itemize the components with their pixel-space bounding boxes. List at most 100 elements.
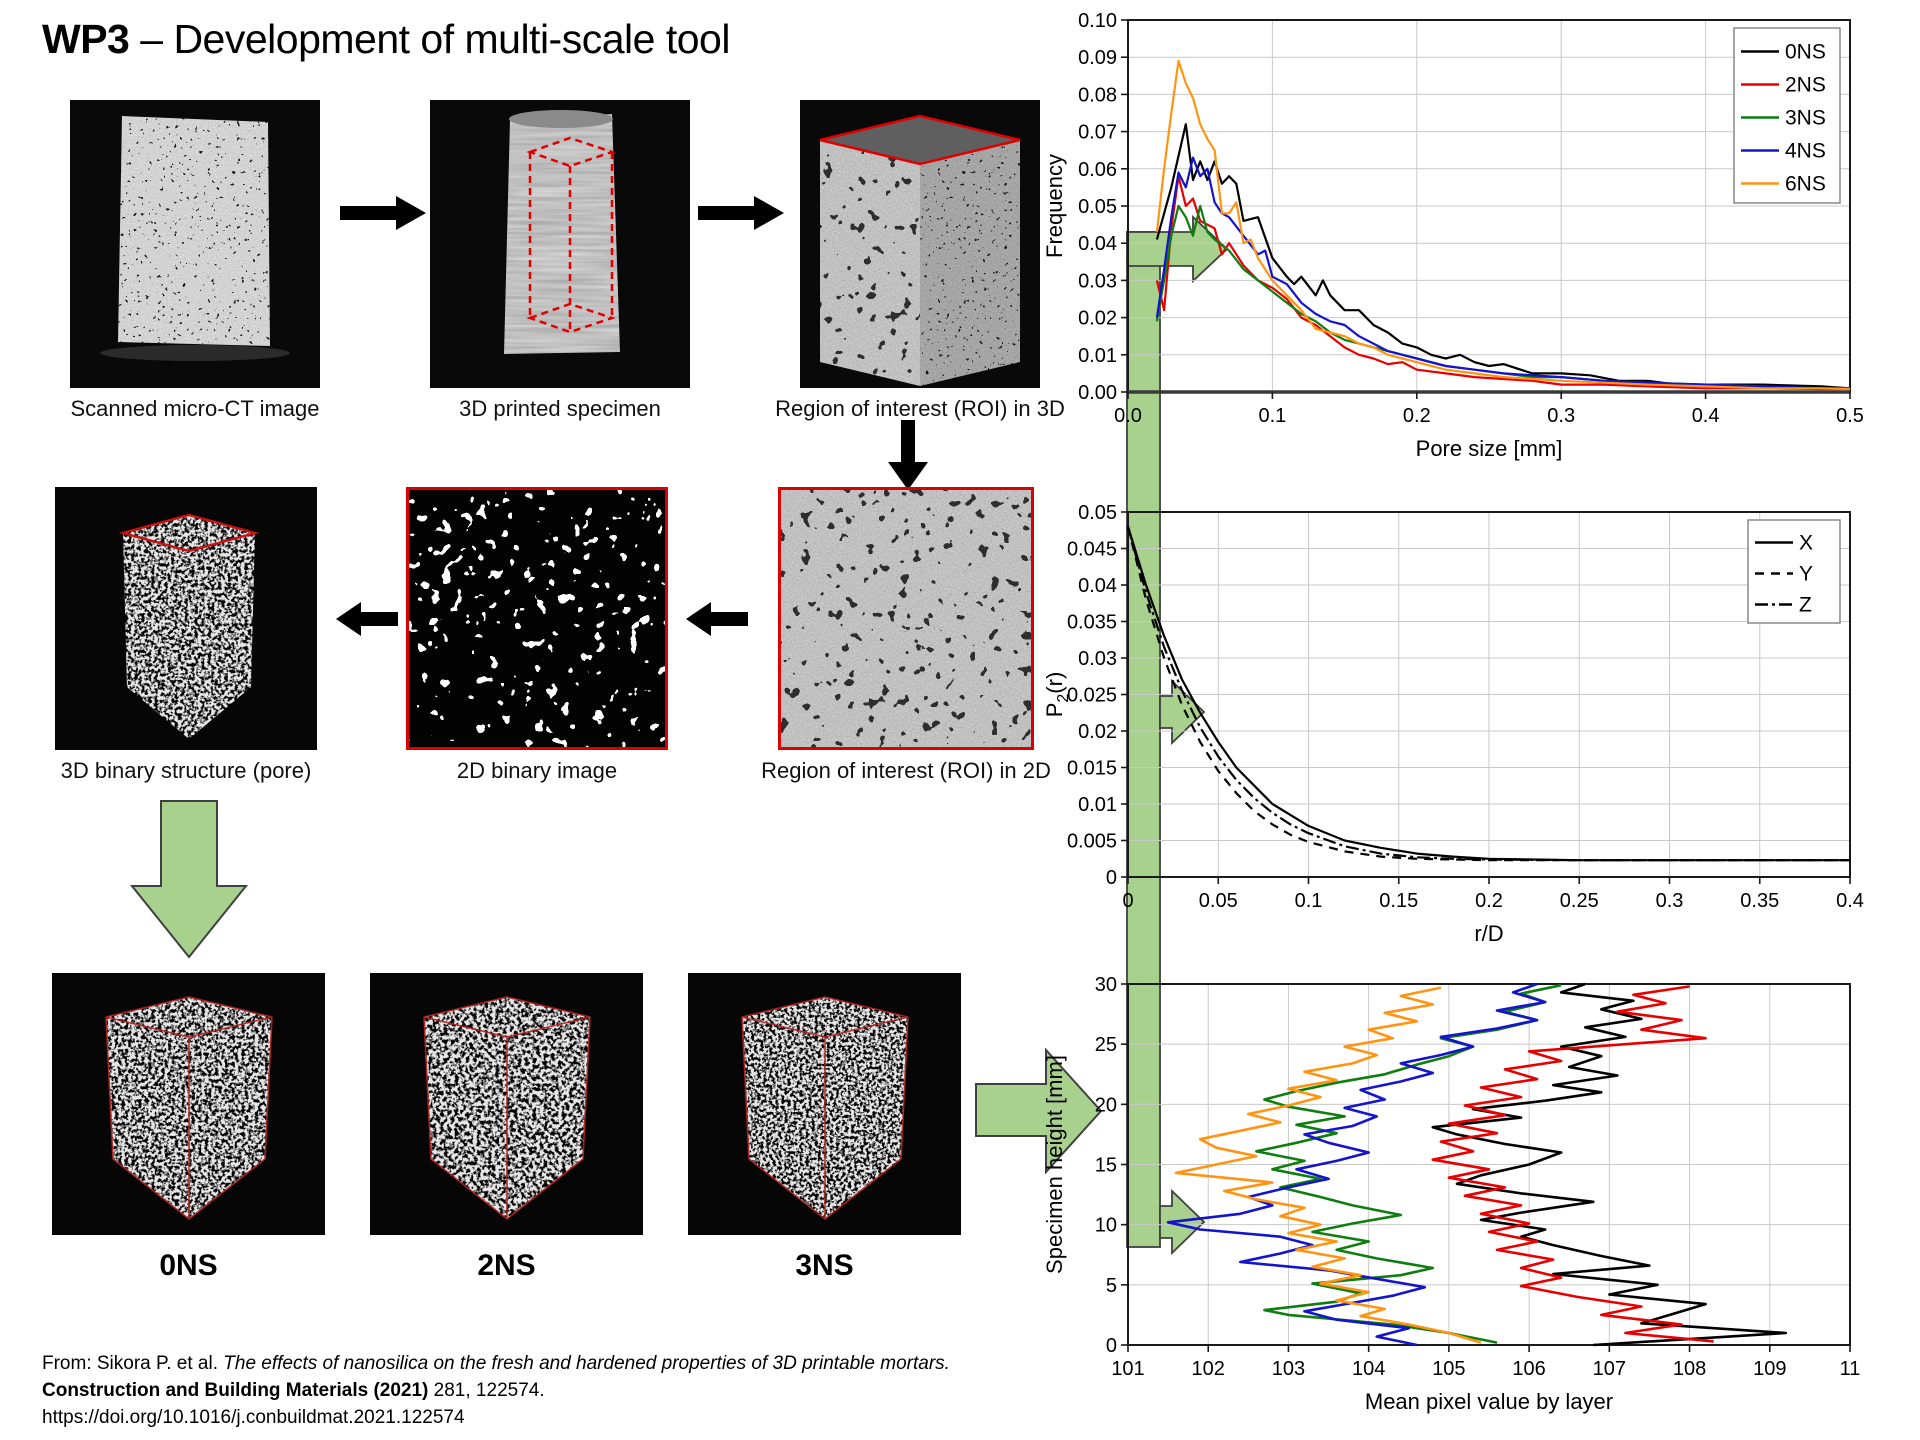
svg-text:0: 0 (1122, 890, 1133, 912)
svg-text:106: 106 (1512, 1358, 1545, 1380)
green-down-arrow (130, 800, 248, 959)
svg-text:0.015: 0.015 (1067, 758, 1117, 780)
svg-text:109: 109 (1753, 1358, 1786, 1380)
caption-roi-3d: Region of interest (ROI) in 3D (775, 396, 1065, 421)
svg-text:0NS: 0NS (1785, 41, 1826, 64)
svg-text:0.4: 0.4 (1836, 890, 1864, 912)
citation-article-title: The effects of nanosilica on the fresh a… (223, 1353, 950, 1374)
svg-text:0.01: 0.01 (1078, 794, 1117, 816)
svg-text:0.5: 0.5 (1836, 405, 1864, 427)
roi-top-outline (819, 114, 1021, 166)
svg-text:6NS: 6NS (1785, 173, 1826, 196)
flow-right-arrow-1 (340, 196, 426, 230)
specimen-wireframe (423, 996, 591, 1221)
svg-text:0.07: 0.07 (1078, 122, 1117, 144)
green-right-arrow (975, 1048, 1103, 1174)
svg-text:3NS: 3NS (1785, 107, 1826, 130)
title-prefix: WP3 (42, 16, 130, 62)
two-point-correlation-chart: 0 0.05 0.1 0.15 0.2 0.25 0.3 0.35 0.4 0 0.005 0.01 0… (1042, 502, 1864, 946)
svg-text:Specimen height [mm]: Specimen height [mm] (1042, 1055, 1067, 1274)
svg-text:0.08: 0.08 (1078, 84, 1117, 106)
binary-3d-figure (55, 487, 317, 750)
printed-specimen-image (430, 100, 690, 388)
svg-text:103: 103 (1272, 1358, 1305, 1380)
svg-text:0: 0 (1106, 1335, 1117, 1357)
svg-text:0.25: 0.25 (1560, 890, 1599, 912)
svg-text:0.0: 0.0 (1114, 405, 1142, 427)
svg-text:0.02: 0.02 (1078, 308, 1117, 330)
svg-text:0.01: 0.01 (1078, 345, 1117, 367)
svg-text:11: 11 (1840, 1358, 1861, 1380)
citation-from: From: Sikora P. et al. (42, 1353, 218, 1374)
specimen-wireframe (105, 996, 273, 1221)
flow-right-arrow-2 (698, 196, 784, 230)
svg-text:0.00: 0.00 (1078, 382, 1117, 404)
page-title: WP3 – Development of multi-scale tool (42, 16, 730, 63)
svg-text:108: 108 (1673, 1358, 1706, 1380)
citation-line-2: Construction and Building Materials (202… (42, 1377, 950, 1404)
svg-text:15: 15 (1095, 1155, 1117, 1177)
svg-text:2NS: 2NS (1785, 74, 1826, 97)
svg-text:0.05: 0.05 (1078, 502, 1117, 524)
svg-text:0.02: 0.02 (1078, 721, 1117, 743)
printed-specimen-figure (430, 100, 690, 388)
svg-text:0.09: 0.09 (1078, 47, 1117, 69)
svg-text:0.3: 0.3 (1547, 405, 1575, 427)
specimen-2ns-figure (370, 973, 643, 1235)
svg-text:30: 30 (1095, 974, 1117, 996)
svg-text:r/D: r/D (1474, 921, 1503, 946)
svg-text:Mean pixel value by layer: Mean pixel value by layer (1365, 1389, 1613, 1414)
svg-text:0: 0 (1106, 867, 1117, 889)
specimen-0ns-figure (52, 973, 325, 1235)
svg-text:0.3: 0.3 (1656, 890, 1684, 912)
caption-roi-2d: Region of interest (ROI) in 2D (761, 758, 1051, 783)
svg-text:104: 104 (1352, 1358, 1385, 1380)
svg-text:X: X (1799, 532, 1813, 555)
svg-text:10: 10 (1095, 1215, 1117, 1237)
specimen-2ns-image (370, 973, 643, 1235)
binary-3d-image (55, 487, 317, 750)
svg-text:0.1: 0.1 (1258, 405, 1286, 427)
binary-2d-image (406, 487, 668, 750)
citation: From: Sikora P. et al. The effects of na… (42, 1350, 950, 1431)
svg-text:0.03: 0.03 (1078, 648, 1117, 670)
citation-doi: https://doi.org/10.1016/j.conbuildmat.20… (42, 1407, 465, 1428)
svg-text:Z: Z (1799, 594, 1812, 617)
scanned-ct-image (70, 100, 320, 388)
green-connector-arrow-bottom (1159, 1188, 1206, 1255)
caption-binary-2d: 2D binary image (456, 758, 618, 783)
svg-text:0.005: 0.005 (1067, 831, 1117, 853)
svg-text:0.05: 0.05 (1078, 196, 1117, 218)
pore-size-distribution-chart: 0.0 0.1 0.2 0.3 0.4 0.5 0.00 0.01 0.02 0.03 0.04 0.… (1042, 10, 1864, 461)
caption-scanned-ct: Scanned micro-CT image (70, 396, 320, 421)
green-connector-arrow-middle (1159, 678, 1206, 746)
flow-down-arrow (888, 420, 928, 490)
label-2ns: 2NS (477, 1249, 536, 1282)
svg-text:0.045: 0.045 (1067, 539, 1117, 561)
svg-text:0.1: 0.1 (1295, 890, 1323, 912)
svg-text:0.035: 0.035 (1067, 612, 1117, 634)
svg-text:0.04: 0.04 (1078, 233, 1117, 255)
specimen-3ns-figure (688, 973, 961, 1235)
specimen-wireframe (741, 996, 909, 1221)
svg-text:0.04: 0.04 (1078, 575, 1117, 597)
roi-3d-figure (800, 100, 1040, 388)
scanned-ct-figure (70, 100, 320, 388)
svg-text:0.4: 0.4 (1692, 405, 1720, 427)
label-3ns: 3NS (795, 1249, 854, 1282)
title-rest: – Development of multi-scale tool (129, 16, 730, 62)
label-0ns: 0NS (159, 1249, 218, 1282)
svg-text:0.025: 0.025 (1067, 685, 1117, 707)
svg-text:Pore size [mm]: Pore size [mm] (1416, 436, 1563, 461)
roi-2d-figure (778, 487, 1034, 750)
green-connector (1126, 215, 1229, 1255)
svg-text:101: 101 (1111, 1358, 1144, 1380)
green-connector-arrow-top (1126, 215, 1229, 284)
citation-line-1: From: Sikora P. et al. The effects of na… (42, 1350, 950, 1377)
svg-text:4NS: 4NS (1785, 140, 1826, 163)
svg-text:0.05: 0.05 (1199, 890, 1238, 912)
svg-text:P2(r): P2(r) (1042, 672, 1072, 718)
flow-left-arrow-2 (686, 602, 748, 636)
svg-text:107: 107 (1593, 1358, 1626, 1380)
